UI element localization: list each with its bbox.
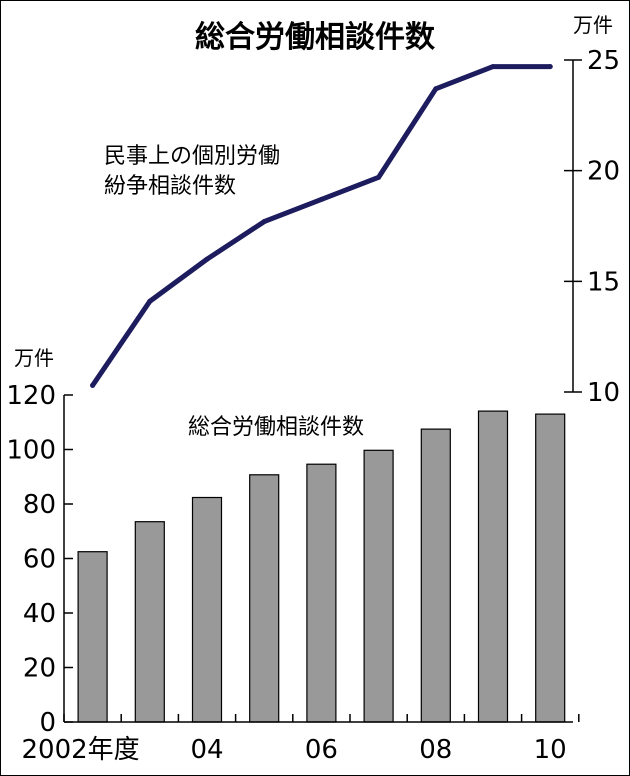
bar-y-tick-label: 80 [23,490,56,520]
bar-05 [249,474,280,723]
line-y-tick-label: 20 [587,157,620,187]
line-point-08 [433,86,439,92]
bars-layer [77,410,566,723]
line-point-03 [147,298,153,304]
bar-y-tick-label: 60 [23,545,56,575]
bar-y-tick-label: 20 [23,654,56,684]
line-series-label: 紛争相談件数 [104,174,236,199]
bar-series-label: 総合労働相談件数 [188,415,364,440]
bar-y-tick-label: 0 [39,708,56,738]
line-y-tick-label: 10 [587,378,620,408]
bar-07 [363,449,394,723]
bar-y-tick-label: 100 [6,436,56,466]
bar-2002 [77,551,108,723]
line-layer [90,64,553,388]
line-unit-label: 万件 [573,13,613,37]
line-series-label: 民事上の個別労働 [104,144,280,169]
chart-title: 総合労働相談件数 [195,20,436,55]
bar-09 [477,410,509,723]
x-tick-label: 04 [190,735,223,765]
bar-04 [191,496,223,723]
line-point-07 [376,174,382,180]
bar-08 [420,428,451,723]
line-y-tick-label: 15 [587,267,620,297]
line-point-09 [490,64,496,70]
line-point-10 [547,64,553,70]
x-tick-label: 2002年度 [22,735,140,765]
bar-y-tick-label: 120 [6,381,56,411]
line-point-2002 [90,382,96,388]
line-point-06 [318,196,324,202]
x-tick-label: 06 [305,735,338,765]
bar-10 [535,413,566,723]
bar-unit-label: 万件 [14,346,54,370]
bar-03 [134,521,165,723]
line-y-tick-label: 25 [587,46,620,76]
line-point-05 [261,219,267,225]
x-tick-label: 08 [419,735,452,765]
bar-06 [306,463,337,723]
bar-y-tick-label: 40 [23,599,56,629]
axes-layer: 0 20 40 60 80 100 120 万件 2002年度 04 06 08 10 10 15 20 25 万… [6,13,620,765]
line-point-04 [204,256,210,262]
x-tick-label: 10 [534,735,567,765]
